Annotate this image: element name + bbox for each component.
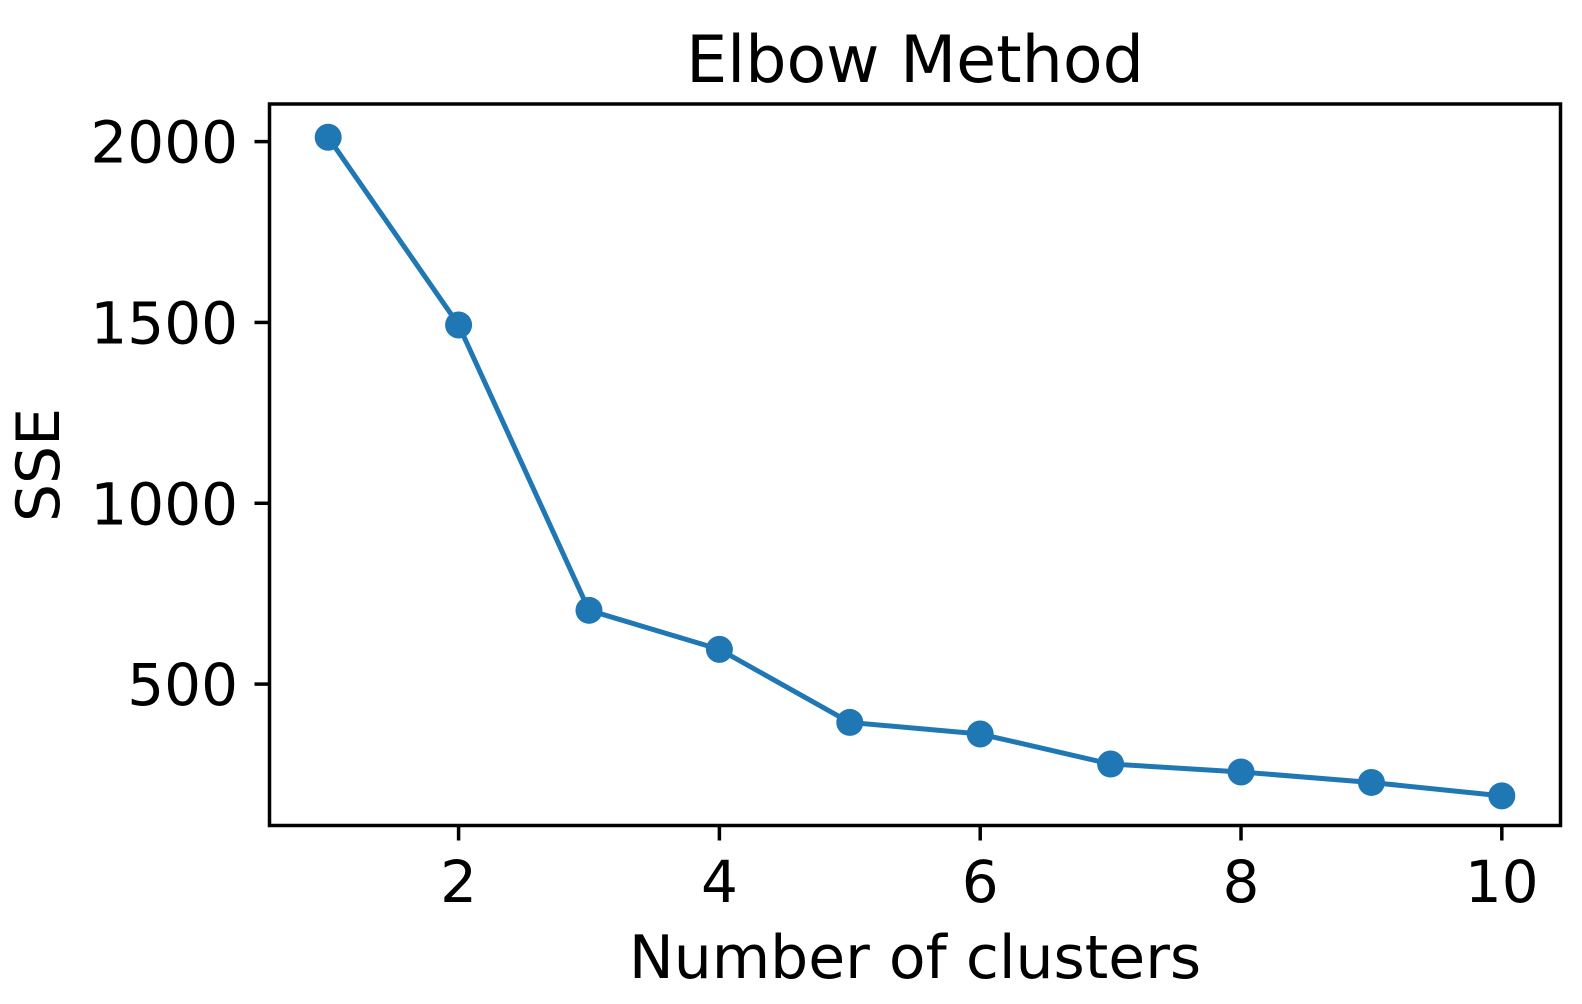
data-point [966,720,994,748]
x-tick-label: 2 [440,848,477,916]
axes-frame [267,102,1563,828]
x-tick-label: 8 [1223,848,1260,916]
y-tick-label: 1500 [90,289,238,357]
y-tick-label: 1000 [90,470,238,538]
data-point [1488,782,1516,810]
y-tick-label: 2000 [90,109,238,177]
data-point [836,708,864,736]
sse-series [314,123,1516,810]
data-point [445,311,473,339]
x-tick-label: 4 [701,848,738,916]
data-point [705,635,733,663]
x-tick-label: 6 [962,848,999,916]
y-tick-label: 500 [127,651,238,719]
data-point [1227,758,1255,786]
axes: 2 4 6 8 10 500 1000 1500 2000 [90,102,1563,916]
data-point [1097,750,1125,778]
x-tick-label: 10 [1465,848,1539,916]
y-axis-label: SSE [4,408,74,522]
data-point [575,596,603,624]
sse-line [325,134,1505,799]
data-point [1357,768,1385,796]
data-point [314,123,342,151]
x-axis-label: Number of clusters [629,923,1201,993]
chart-title: Elbow Method [686,23,1144,98]
